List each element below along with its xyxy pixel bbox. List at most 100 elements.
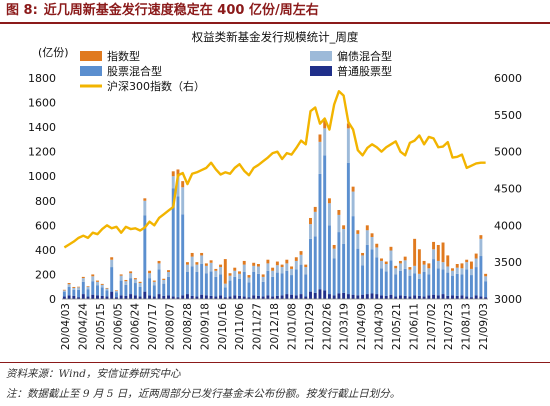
bar-segment (294, 260, 298, 270)
bar-segment (138, 281, 142, 284)
y-left-axis: 0 200 400 600 800 1000 1200 1400 1600 1800 (28, 72, 56, 306)
bar-segment (100, 287, 104, 296)
bar-segment (133, 295, 137, 299)
bar-segment (266, 263, 270, 271)
bar-segment (346, 294, 350, 299)
bar-segment (361, 265, 365, 295)
bar-segment (285, 270, 289, 295)
bar-segment (413, 273, 417, 296)
chart-title: 权益类新基金发行规模统计_周度 (192, 30, 359, 44)
bar-segment (351, 294, 355, 299)
bar-segment (389, 246, 393, 251)
bar-segment (252, 265, 256, 272)
bar-segment (271, 296, 275, 299)
bar-segment (309, 224, 312, 239)
bar-segment (143, 291, 147, 299)
bar-segment (200, 252, 204, 256)
x-tick-label: 21/09/03 (478, 303, 490, 350)
x-tick-label: 21/01/29 (304, 303, 316, 350)
bar-segment (479, 238, 483, 257)
hs300-line (63, 90, 486, 249)
bar-segment (427, 263, 431, 269)
bar-segment (375, 243, 379, 248)
bar-segment (138, 283, 142, 287)
x-tick-label: 20/11/27 (252, 303, 264, 350)
bar-segment (389, 260, 393, 295)
line-series (63, 90, 486, 249)
figure-title-bar: 图 8: 近几周新基金发行速度稳定在 400 亿份/周左右 (0, 0, 550, 24)
bar-segment (96, 281, 99, 286)
bar-segment (219, 274, 223, 296)
bar-segment (365, 230, 369, 245)
bar-segment (294, 269, 298, 296)
bar-segment (238, 273, 241, 279)
bar-segment (403, 295, 407, 299)
bar-segment (162, 279, 166, 284)
bar-segment (465, 262, 469, 270)
bar-segment (214, 276, 218, 297)
bar-segment (455, 264, 459, 268)
bar-segment (195, 271, 199, 297)
x-tick-label: 21/02/26 (321, 303, 333, 350)
y-right-tick-label: 6000 (494, 72, 522, 85)
bar-segment (62, 289, 66, 291)
bar-segment (394, 274, 398, 297)
x-tick-label: 20/05/15 (95, 303, 107, 350)
bar-segment (422, 264, 426, 272)
bar-series (62, 120, 488, 299)
bar-segment (370, 233, 374, 237)
bar-segment (427, 268, 431, 275)
bar-segment (223, 287, 227, 298)
bar-segment (200, 294, 204, 299)
bar-segment (361, 255, 365, 266)
x-tick-label: 21/07/23 (443, 303, 455, 350)
bar-segment (484, 297, 488, 299)
x-tick-label: 20/12/18 (269, 303, 281, 350)
bar-segment (219, 295, 223, 299)
bar-segment (323, 290, 327, 299)
bar-segment (138, 286, 142, 297)
bar-segment (413, 295, 417, 299)
bar-segment (176, 297, 180, 299)
bar-segment (432, 249, 436, 260)
bar-segment (332, 258, 336, 296)
bar-segment (228, 275, 232, 281)
bar-segment (157, 260, 161, 264)
x-tick-label: 21/07/02 (426, 303, 438, 350)
y-right-tick-label: 5000 (494, 146, 522, 159)
bar-segment (313, 236, 317, 293)
bar-segment (318, 289, 322, 299)
bar-segment (380, 258, 383, 261)
bar-segment (143, 198, 147, 201)
bar-segment (465, 269, 469, 297)
bar-segment (474, 267, 478, 296)
bar-segment (124, 279, 128, 282)
bar-segment (460, 268, 464, 275)
bar-segment (375, 257, 379, 295)
legend-label: 指数型 (107, 49, 140, 63)
y-left-tick-label: 200 (35, 268, 56, 281)
bar-segment (233, 276, 237, 296)
legend-swatch (80, 51, 102, 61)
bar-segment (152, 296, 156, 299)
bar-segment (91, 274, 95, 277)
bar-segment (446, 266, 450, 273)
bar-segment (143, 215, 147, 292)
bar-segment (133, 278, 137, 280)
bar-segment (427, 274, 431, 296)
bar-segment (67, 283, 71, 285)
bar-segment (346, 128, 350, 163)
bar-segment (484, 281, 488, 298)
bar-segment (436, 268, 440, 296)
bar-segment (309, 238, 312, 292)
bar-segment (185, 264, 189, 272)
bar-segment (242, 296, 246, 299)
bar-segment (110, 257, 114, 260)
y-left-tick-label: 1000 (28, 170, 56, 183)
bar-segment (261, 274, 265, 277)
bar-segment (214, 270, 218, 277)
y-left-tick-label: 400 (35, 244, 56, 257)
bar-segment (290, 268, 294, 276)
x-tick-label: 20/04/03 (60, 303, 72, 350)
